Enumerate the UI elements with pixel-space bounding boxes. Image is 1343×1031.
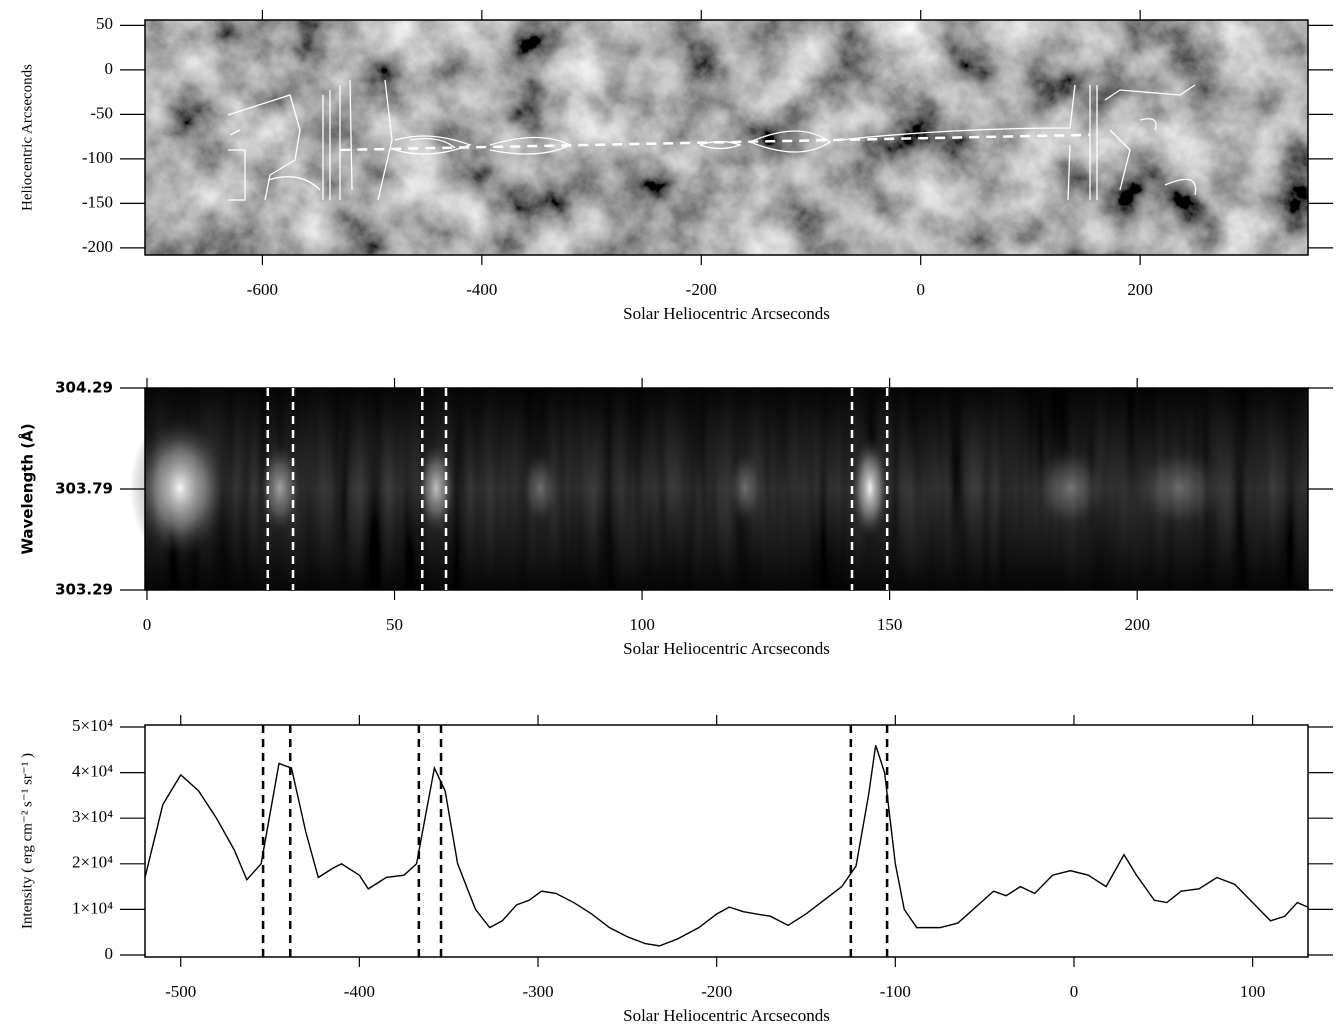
y-tick-label: 3×10⁴	[72, 807, 113, 826]
x-tick-label: -100	[880, 982, 911, 1001]
y-axis-label: Wavelength (Å)	[18, 423, 37, 554]
y-tick-label: 303.79	[55, 480, 113, 498]
x-tick-label: 200	[1124, 615, 1150, 634]
y-tick-label: -100	[82, 148, 113, 167]
x-tick-label: 0	[1070, 982, 1079, 1001]
x-tick-label: -200	[701, 982, 732, 1001]
x-axis-label: Solar Heliocentric Arcseconds	[623, 639, 830, 658]
y-axis-label: Heliocentric Arcseconds	[19, 64, 35, 211]
plot-frame	[144, 19, 1309, 256]
x-tick-label: -600	[247, 280, 278, 299]
x-tick-label: -300	[522, 982, 553, 1001]
y-tick-label: 0	[105, 59, 114, 78]
spectrum-image	[130, 388, 1308, 590]
y-tick-label: -200	[82, 237, 113, 256]
x-tick-label: 0	[916, 280, 925, 299]
x-tick-label: -400	[344, 982, 375, 1001]
x-tick-label: 100	[629, 615, 655, 634]
plot-frame	[144, 724, 1309, 958]
x-tick-label: -400	[466, 280, 497, 299]
y-tick-label: -150	[82, 192, 113, 211]
x-tick-label: 0	[143, 615, 152, 634]
y-tick-label: 303.29	[55, 581, 113, 599]
x-tick-label: 150	[877, 615, 903, 634]
y-tick-label: 1×10⁴	[72, 898, 113, 917]
x-tick-label: -500	[165, 982, 196, 1001]
sun-image	[145, 20, 1308, 255]
y-tick-label: 2×10⁴	[72, 853, 113, 872]
x-axis-label: Solar Heliocentric Arcseconds	[623, 1006, 830, 1025]
y-tick-label: 304.29	[55, 379, 113, 397]
y-tick-label: -50	[90, 103, 113, 122]
plot-frame	[144, 387, 1309, 591]
intensity-line	[144, 745, 1309, 947]
x-tick-label: 200	[1127, 280, 1153, 299]
slit-line	[340, 133, 1090, 152]
y-tick-label: 4×10⁴	[72, 762, 113, 781]
y-axis-label: Intensity ( erg cm⁻² s⁻¹ sr⁻¹ )	[19, 753, 35, 929]
y-tick-label: 50	[96, 14, 113, 33]
x-axis-label: Solar Heliocentric Arcseconds	[623, 304, 830, 323]
y-tick-label: 5×10⁴	[72, 716, 113, 735]
x-tick-label: 50	[386, 615, 403, 634]
y-tick-label: 0	[105, 944, 114, 963]
x-tick-label: 100	[1240, 982, 1266, 1001]
x-tick-label: -200	[686, 280, 717, 299]
